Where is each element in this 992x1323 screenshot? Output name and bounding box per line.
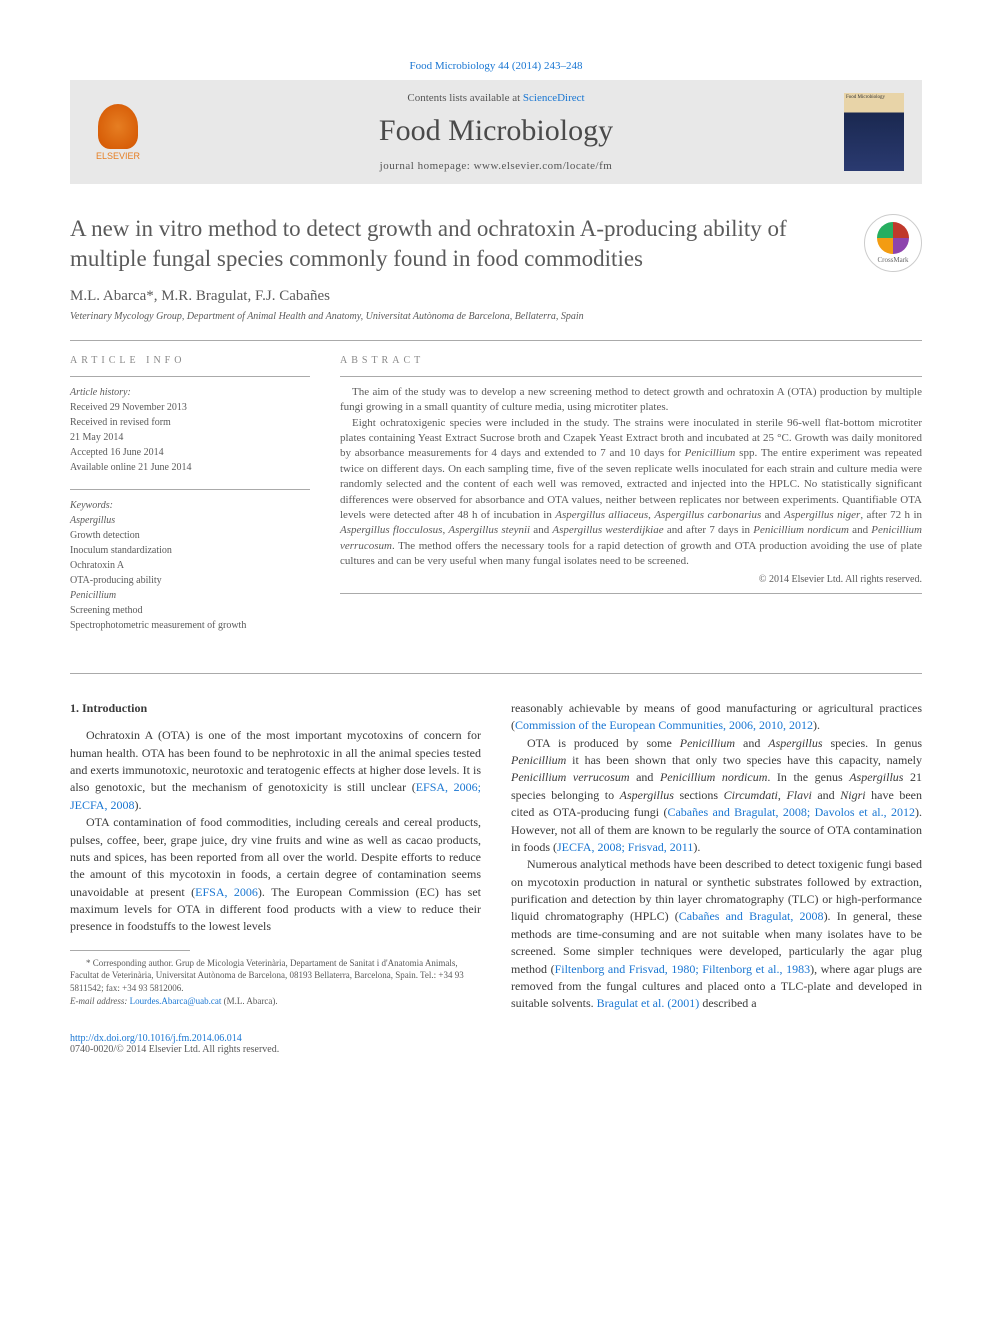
- keyword: OTA-producing ability: [70, 575, 162, 586]
- authors-list: M.L. Abarca*, M.R. Bragulat, F.J. Cabañe…: [70, 288, 922, 305]
- keyword: Ochratoxin A: [70, 560, 124, 571]
- body-paragraph: OTA contamination of food commodities, i…: [70, 814, 481, 936]
- crossmark-badge[interactable]: CrossMark: [864, 214, 922, 272]
- journal-header-box: ELSEVIER Contents lists available at Sci…: [70, 80, 922, 184]
- doi-link[interactable]: http://dx.doi.org/10.1016/j.fm.2014.06.0…: [70, 1033, 242, 1044]
- revised-label: Received in revised form: [70, 417, 171, 428]
- elsevier-publisher-name: ELSEVIER: [96, 151, 140, 161]
- journal-cover-thumbnail[interactable]: [844, 93, 904, 171]
- journal-name: Food Microbiology: [148, 114, 844, 148]
- journal-homepage: journal homepage: www.elsevier.com/locat…: [148, 160, 844, 172]
- body-paragraph: OTA is produced by some Penicillium and …: [511, 735, 922, 857]
- abstract-label: ABSTRACT: [340, 355, 922, 366]
- keyword: Screening method: [70, 605, 142, 616]
- keyword: Aspergillus: [70, 515, 115, 526]
- revised-date: 21 May 2014: [70, 432, 123, 443]
- keyword: Inoculum standardization: [70, 545, 172, 556]
- online-date: Available online 21 June 2014: [70, 462, 191, 473]
- keyword: Penicillium: [70, 590, 116, 601]
- body-paragraph: reasonably achievable by means of good m…: [511, 700, 922, 735]
- elsevier-logo[interactable]: ELSEVIER: [88, 98, 148, 166]
- article-history-label: Article history:: [70, 387, 131, 398]
- affiliation: Veterinary Mycology Group, Department of…: [70, 311, 922, 322]
- keywords-label: Keywords:: [70, 500, 113, 511]
- article-info-label: ARTICLE INFO: [70, 355, 310, 366]
- abstract-paragraph: The aim of the study was to develop a ne…: [340, 385, 922, 416]
- corresponding-author-footnote: * Corresponding author. Grup de Micologi…: [70, 957, 481, 995]
- keyword: Growth detection: [70, 530, 140, 541]
- article-title: A new in vitro method to detect growth a…: [70, 214, 844, 274]
- contents-available-text: Contents lists available at ScienceDirec…: [148, 92, 844, 104]
- crossmark-label: CrossMark: [877, 256, 908, 264]
- received-date: Received 29 November 2013: [70, 402, 187, 413]
- email-footnote: E-mail address: Lourdes.Abarca@uab.cat (…: [70, 995, 481, 1008]
- body-paragraph: Ochratoxin A (OTA) is one of the most im…: [70, 727, 481, 814]
- footnote-separator: [70, 950, 190, 951]
- crossmark-icon: [877, 222, 909, 254]
- accepted-date: Accepted 16 June 2014: [70, 447, 164, 458]
- abstract-copyright: © 2014 Elsevier Ltd. All rights reserved…: [340, 573, 922, 587]
- issn-copyright: 0740-0020/© 2014 Elsevier Ltd. All right…: [70, 1044, 279, 1055]
- abstract-paragraph: Eight ochratoxigenic species were includ…: [340, 416, 922, 570]
- elsevier-tree-icon: [98, 104, 138, 149]
- keyword: Spectrophotometric measurement of growth: [70, 620, 246, 631]
- divider: [70, 673, 922, 674]
- citation-header: Food Microbiology 44 (2014) 243–248: [70, 60, 922, 72]
- author-email-link[interactable]: Lourdes.Abarca@uab.cat: [130, 996, 222, 1006]
- sciencedirect-link[interactable]: ScienceDirect: [523, 92, 585, 104]
- divider: [70, 340, 922, 341]
- body-paragraph: Numerous analytical methods have been de…: [511, 856, 922, 1013]
- introduction-heading: 1. Introduction: [70, 700, 481, 717]
